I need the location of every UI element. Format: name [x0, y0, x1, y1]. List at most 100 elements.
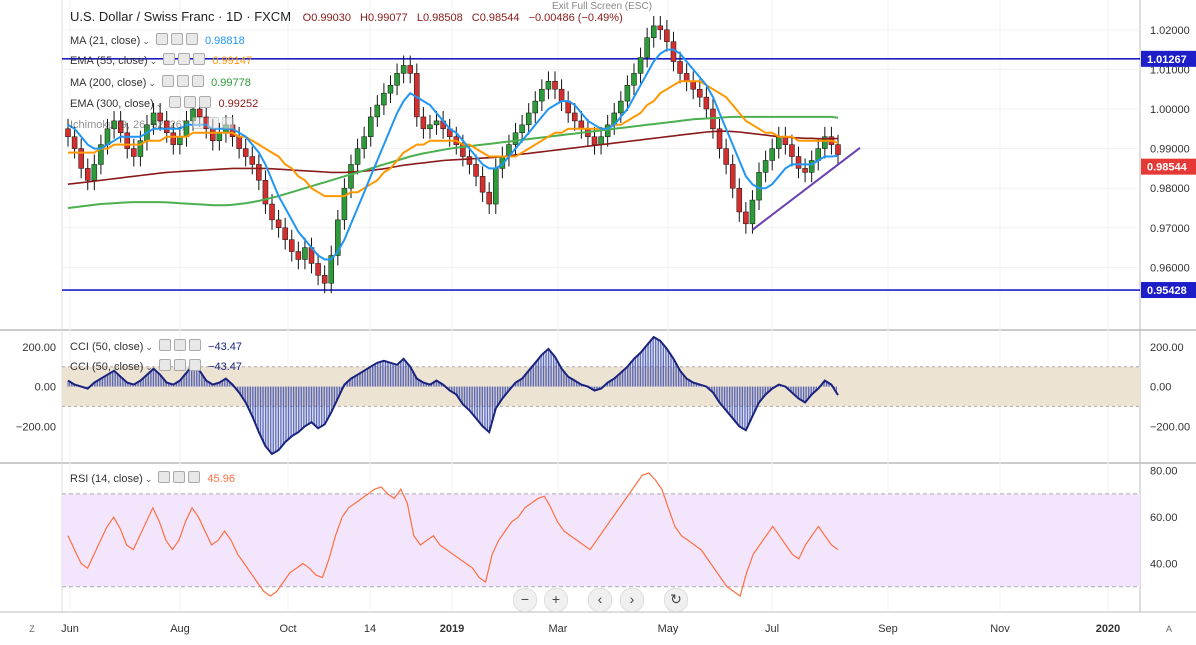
time-tick-label: Jun [61, 623, 79, 635]
candle-body [111, 120, 117, 130]
legend-ma21[interactable]: MA (21, close) ⌄ 0.98818 [70, 33, 245, 48]
candle-body [743, 211, 749, 225]
candle-body [572, 112, 578, 122]
close-icon[interactable] [188, 339, 201, 351]
candle-body [552, 81, 558, 90]
chevron-down-icon[interactable]: ⌄ [155, 99, 164, 109]
candle-body [683, 73, 690, 82]
eye-icon[interactable] [184, 96, 197, 108]
eye-icon[interactable] [177, 75, 190, 87]
legend-ma200-value: 0.99778 [211, 77, 251, 89]
candle-body [275, 219, 282, 229]
settings-icon[interactable] [158, 471, 171, 483]
settings-icon[interactable] [163, 53, 176, 65]
candle-body [124, 132, 130, 149]
legend-rsi[interactable]: RSI (14, close) ⌄ 45.96 [70, 471, 235, 486]
candle-body [242, 148, 249, 157]
legend-ichimoku[interactable]: Ichimoku (9, 26, 52, 26) [70, 117, 234, 132]
candle-body [473, 164, 479, 177]
candle-body [78, 148, 84, 169]
candle-body [321, 275, 328, 284]
cci-tick-label-left: 0.00 [35, 382, 56, 394]
candle-body [236, 136, 242, 149]
candle-body [637, 57, 644, 74]
candle-body [131, 148, 137, 157]
timezone-corner-button[interactable]: Z [29, 624, 35, 634]
close-icon[interactable] [192, 75, 205, 87]
candle-body [690, 81, 696, 90]
candle-body [677, 61, 683, 74]
legend-ema300-value: 0.99252 [218, 98, 259, 110]
candle-body [381, 92, 387, 106]
eye-icon[interactable] [173, 339, 186, 351]
eye-icon[interactable] [178, 53, 191, 65]
legend-ema55[interactable]: EMA (55, close) ⌄ 0.99147 [70, 53, 252, 68]
chevron-down-icon[interactable]: ⌄ [142, 36, 150, 46]
candle-body [657, 25, 664, 31]
time-tick-label: Sep [878, 623, 898, 635]
legend-ema55-value: 0.99147 [212, 55, 253, 67]
reset-chart-button[interactable]: ↻ [664, 588, 688, 612]
exit-full-screen-hint[interactable]: Exit Full Screen (ESC) [552, 1, 653, 12]
chevron-down-icon[interactable]: ⌄ [144, 474, 153, 484]
chevron-down-icon[interactable]: ⌄ [149, 56, 158, 66]
candle-body [808, 160, 815, 173]
scroll-right-button[interactable]: › [620, 588, 644, 612]
candle-body [729, 164, 736, 189]
candle-body [650, 25, 657, 38]
settings-icon[interactable] [158, 359, 171, 371]
settings-icon[interactable] [155, 33, 168, 45]
legend-ichimoku-label: Ichimoku (9, 26, 52, 26) [70, 119, 186, 131]
settings-icon[interactable] [169, 96, 182, 108]
candle-body [624, 85, 631, 102]
legend-cci-2[interactable]: CCI (50, close) ⌄ −43.47 [70, 359, 242, 374]
settings-icon[interactable] [162, 75, 175, 87]
zoom-out-button[interactable]: − [513, 588, 537, 612]
auto-scale-button[interactable]: A [1165, 624, 1172, 634]
candle-body [196, 108, 203, 118]
candle-body [335, 219, 341, 256]
candle-body [631, 73, 637, 86]
candle-body [802, 168, 808, 173]
close-icon[interactable] [188, 471, 201, 483]
symbol-title[interactable]: U.S. Dollar / Swiss Franc · 1D · FXCM [70, 9, 292, 24]
chevron-down-icon[interactable]: ⌄ [148, 78, 156, 88]
cci-tick-label: −200.00 [1150, 421, 1190, 433]
candle-body [427, 124, 433, 130]
eye-icon[interactable] [173, 471, 186, 483]
candle-body [216, 132, 223, 141]
candle-body [598, 136, 604, 145]
candle-body [736, 187, 743, 213]
zoom-in-button[interactable]: + [544, 588, 568, 612]
close-icon[interactable] [199, 96, 212, 108]
candle-body [84, 168, 91, 181]
candle-body [91, 164, 98, 181]
candle-body [697, 88, 703, 98]
rsi-band [62, 493, 1140, 587]
eye-icon[interactable] [170, 33, 183, 45]
scroll-left-button[interactable]: ‹ [588, 588, 612, 612]
legend-ema300[interactable]: EMA (300, close) ⌄ 0.99252 [70, 96, 258, 111]
lower-line-price-tag: 0.95428 [1147, 285, 1187, 297]
settings-icon[interactable] [158, 339, 171, 351]
time-tick-label: Mar [549, 623, 568, 635]
close-icon[interactable] [185, 33, 198, 45]
ohlc-change: −0.00486 (−0.49%) [528, 12, 623, 24]
close-icon[interactable] [188, 359, 201, 371]
settings-icon[interactable] [191, 117, 204, 129]
eye-icon[interactable] [173, 359, 186, 371]
legend-cci-1[interactable]: CCI (50, close) ⌄ −43.47 [70, 339, 242, 354]
close-icon[interactable] [221, 117, 234, 129]
ema55-line [68, 80, 839, 198]
eye-icon[interactable] [206, 117, 219, 129]
close-icon[interactable] [193, 53, 206, 65]
legend-ema55-label: EMA (55, close) [70, 55, 148, 67]
chevron-down-icon[interactable]: ⌄ [145, 342, 153, 352]
legend-ma200[interactable]: MA (200, close) ⌄ 0.99778 [70, 75, 251, 90]
chevron-down-icon[interactable]: ⌄ [145, 362, 153, 372]
cci-histogram [67, 336, 837, 455]
legend-ma200-label: MA (200, close) [70, 77, 147, 89]
candle-body [433, 120, 440, 126]
rising-trendline [751, 147, 861, 231]
